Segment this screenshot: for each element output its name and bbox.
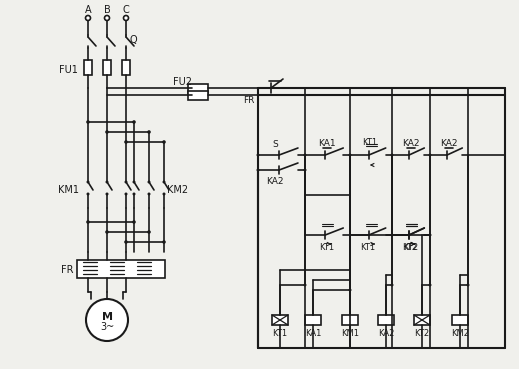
Text: KM2: KM2 (168, 185, 188, 195)
Circle shape (429, 154, 431, 156)
Circle shape (348, 154, 351, 156)
Circle shape (147, 180, 151, 183)
Circle shape (147, 230, 151, 234)
Circle shape (104, 15, 110, 21)
Circle shape (256, 169, 260, 172)
Bar (84, 60, 92, 75)
Text: KA2: KA2 (440, 138, 458, 148)
Bar (452, 315, 468, 325)
Circle shape (124, 240, 128, 244)
Circle shape (390, 234, 393, 237)
Circle shape (162, 240, 166, 244)
Text: FR: FR (243, 96, 255, 104)
Circle shape (86, 15, 90, 21)
Text: KA1: KA1 (318, 138, 336, 148)
Bar (414, 315, 430, 325)
Bar (77, 260, 165, 278)
Text: KT1: KT1 (272, 330, 288, 338)
Text: S: S (272, 139, 278, 148)
Circle shape (124, 15, 129, 21)
Circle shape (125, 180, 128, 183)
Circle shape (132, 120, 136, 124)
Circle shape (87, 193, 89, 196)
Text: KT2: KT2 (415, 330, 430, 338)
Bar (342, 315, 358, 325)
Circle shape (162, 140, 166, 144)
Bar (103, 60, 111, 75)
Circle shape (256, 154, 260, 156)
Text: KT1: KT1 (360, 242, 376, 252)
Text: KA2: KA2 (402, 138, 420, 148)
Text: KT2: KT2 (402, 242, 418, 252)
Circle shape (162, 193, 166, 196)
Circle shape (124, 140, 128, 144)
Circle shape (105, 130, 109, 134)
Bar (272, 315, 288, 325)
Circle shape (429, 283, 431, 286)
Bar (305, 315, 321, 325)
Text: M: M (102, 312, 113, 322)
Bar (378, 315, 394, 325)
Circle shape (86, 220, 90, 224)
Bar (188, 91, 208, 100)
Circle shape (147, 130, 151, 134)
Text: B: B (104, 5, 111, 15)
Circle shape (105, 230, 109, 234)
Circle shape (125, 193, 128, 196)
Circle shape (390, 234, 393, 237)
Text: Q: Q (129, 35, 137, 45)
Circle shape (132, 180, 135, 183)
Text: C: C (122, 5, 129, 15)
Text: KA2: KA2 (266, 176, 284, 186)
Text: A: A (85, 5, 91, 15)
Text: KT2: KT2 (403, 242, 418, 252)
Circle shape (87, 180, 89, 183)
Circle shape (147, 193, 151, 196)
Circle shape (467, 283, 470, 286)
Circle shape (390, 154, 393, 156)
Text: KT1: KT1 (362, 138, 377, 146)
Circle shape (304, 154, 307, 156)
Text: 3~: 3~ (100, 322, 114, 332)
Text: FU1: FU1 (59, 65, 77, 75)
Bar (188, 84, 208, 93)
Text: KT1: KT1 (319, 242, 335, 252)
Circle shape (162, 180, 166, 183)
Circle shape (304, 169, 307, 172)
Text: FU2: FU2 (172, 77, 192, 87)
Circle shape (348, 289, 351, 292)
Text: KM1: KM1 (341, 330, 359, 338)
Circle shape (86, 120, 90, 124)
Text: KA2: KA2 (378, 330, 394, 338)
Bar (122, 60, 130, 75)
Text: KM1: KM1 (58, 185, 78, 195)
Circle shape (390, 283, 393, 286)
Circle shape (86, 299, 128, 341)
Text: FR: FR (61, 265, 73, 275)
Circle shape (429, 234, 431, 237)
Circle shape (304, 283, 307, 286)
Text: KA1: KA1 (305, 330, 321, 338)
Text: KM2: KM2 (451, 330, 469, 338)
Circle shape (105, 193, 108, 196)
Circle shape (132, 193, 135, 196)
Circle shape (132, 220, 136, 224)
Circle shape (105, 180, 108, 183)
